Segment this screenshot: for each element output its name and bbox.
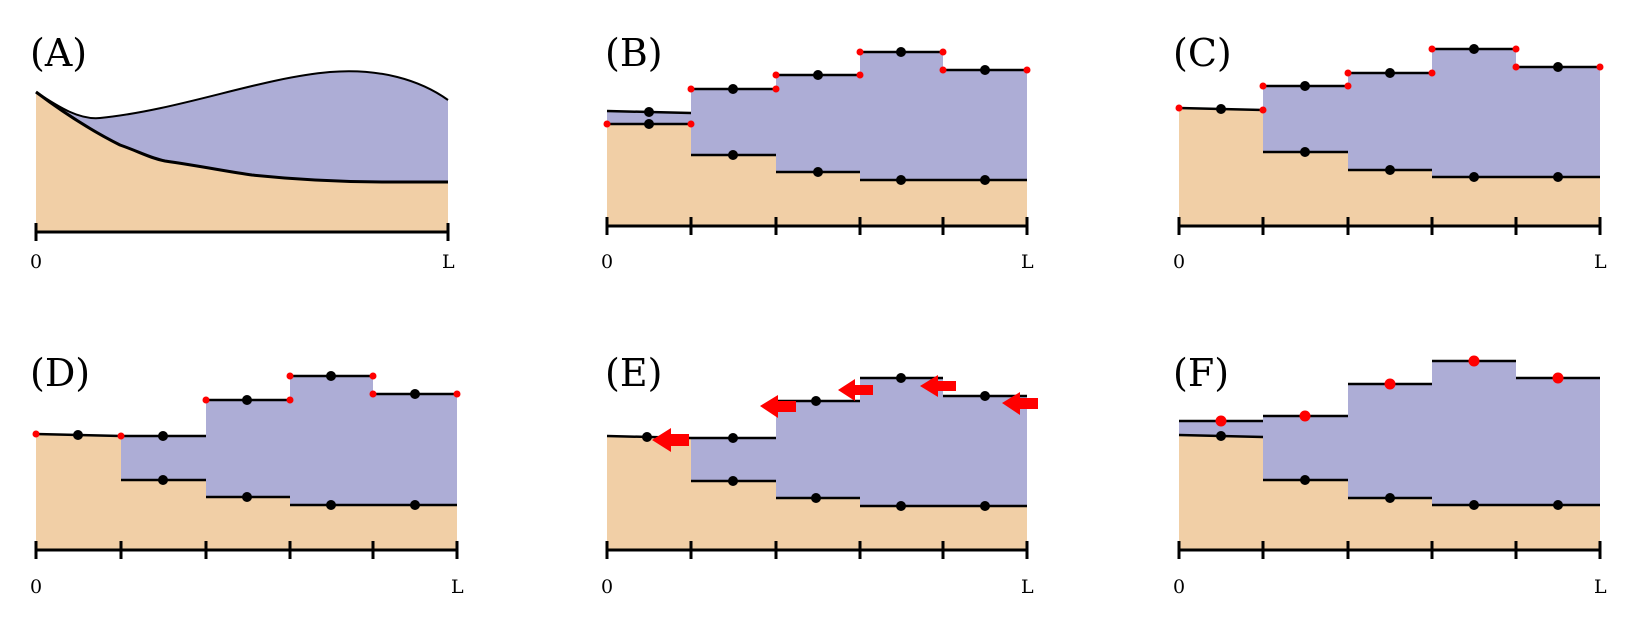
panel-e-arrow-2	[760, 395, 796, 418]
panel-f-cell-points	[1216, 431, 1563, 510]
panel-d-cell-points	[73, 371, 420, 510]
panel-b-label: (B)	[605, 31, 663, 75]
panel-f-upper-layer	[1179, 361, 1600, 505]
panel-a-label: (A)	[30, 31, 87, 75]
panel-c-label: (C)	[1173, 31, 1232, 75]
panel-e-arrow-5	[1002, 392, 1038, 415]
panel-c-cell-points	[1216, 44, 1563, 182]
panel-f-label: (F)	[1173, 351, 1229, 395]
panel-d-label: (D)	[30, 351, 90, 395]
panel-f-lower-layer	[1179, 435, 1600, 550]
panel-a-lower-surface	[35, 90, 448, 184]
panel-b-axis-start-label: 0	[601, 251, 613, 273]
panel-a: (A) 0 L	[30, 31, 455, 273]
panel-e-flux-arrows	[652, 375, 1038, 452]
panel-f-axis-start-label: 0	[1173, 576, 1185, 598]
panel-d-axis-end-label: L	[451, 576, 464, 598]
panel-b-interface-points	[603, 48, 1031, 128]
panel-c-lower-layer	[1179, 108, 1600, 226]
panel-a-upper-surface	[35, 70, 449, 120]
panel-e-axis-ticks	[605, 541, 1029, 559]
panel-e-axis-start-label: 0	[601, 576, 613, 598]
panel-a-axis-end-label: L	[442, 251, 455, 273]
panel-e-cell-points	[642, 373, 990, 511]
panel-e-upper-layer	[691, 378, 1027, 506]
panel-c-axis-start-label: 0	[1173, 251, 1185, 273]
panel-a-axis-start-label: 0	[30, 251, 42, 273]
panel-e: (E) 0 L	[601, 351, 1038, 598]
panel-c-interface-points	[1175, 45, 1604, 114]
panel-d: (D) 0 L	[30, 351, 464, 598]
panel-f-axis-end-label: L	[1594, 576, 1607, 598]
panel-b: (B) 0 L	[601, 31, 1034, 273]
panel-c-axis-ticks	[1177, 217, 1602, 235]
panel-b-axis-end-label: L	[1021, 251, 1034, 273]
panel-e-lower-layer	[607, 436, 1027, 550]
panel-f: (F) 0 L	[1173, 351, 1607, 598]
panel-d-interface-points	[32, 372, 461, 440]
panel-f-axis-ticks	[1177, 541, 1602, 559]
panel-e-arrow-3	[838, 379, 873, 401]
panel-d-axis-ticks	[34, 541, 459, 559]
panel-d-axis-start-label: 0	[30, 576, 42, 598]
panel-c-upper-layer	[1263, 49, 1600, 177]
panel-b-cell-points	[644, 47, 990, 185]
panel-d-upper-layer	[121, 376, 457, 505]
panel-a-lower-layer	[36, 92, 448, 232]
panel-d-lower-layer	[36, 434, 457, 550]
panel-b-upper-layer	[607, 52, 1027, 180]
panel-c: (C) 0 L	[1173, 31, 1607, 273]
panel-e-axis-end-label: L	[1021, 576, 1034, 598]
panel-e-label: (E)	[605, 351, 662, 395]
panel-e-arrow-1	[652, 428, 689, 452]
panel-b-axis-ticks	[605, 217, 1029, 235]
panel-e-arrow-4	[920, 375, 956, 397]
panel-f-updated-points	[1215, 355, 1564, 427]
panel-c-axis-end-label: L	[1594, 251, 1607, 273]
